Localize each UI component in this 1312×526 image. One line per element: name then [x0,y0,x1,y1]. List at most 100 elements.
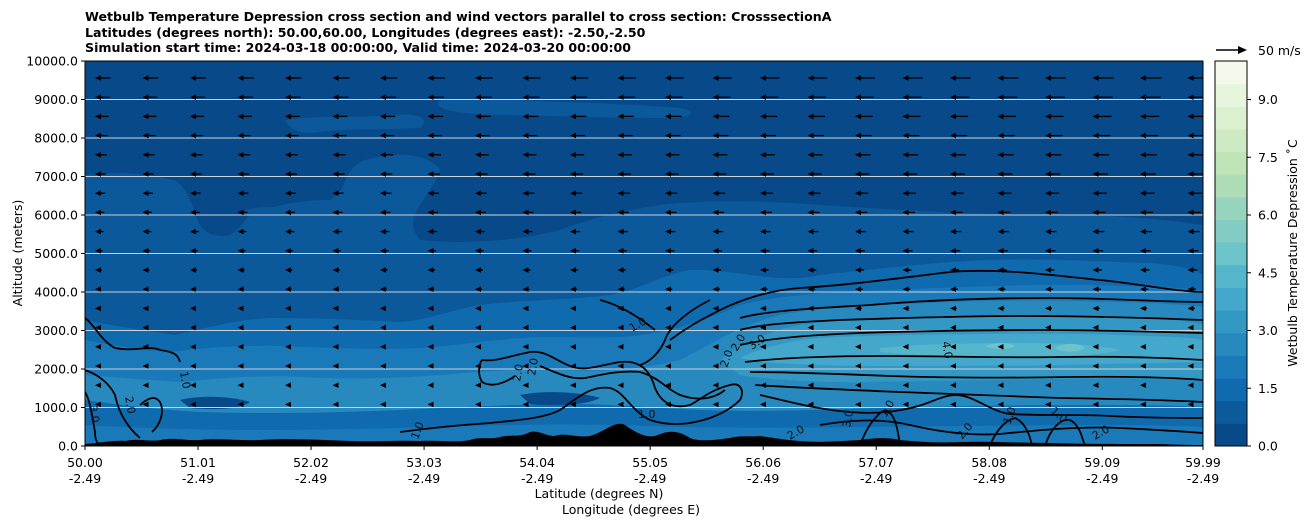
contour-label: 4.0 [939,340,955,359]
wind-vector [95,209,105,216]
wind-vector-head [570,209,576,216]
x-tick-label-lon: -2.49 [973,471,1005,486]
wind-vector-head [380,401,386,408]
wind-vector [190,152,203,158]
wind-vector [475,305,481,312]
wind-vector-head [950,324,956,331]
wind-vector-head [522,305,529,312]
wind-vector-head [760,171,766,177]
wind-vector [522,228,533,235]
wind-vector-head [712,113,719,120]
wind-vector-head [950,344,956,350]
contour-label: 1.0 [638,408,656,421]
wind-vector [902,94,922,100]
wind-vector [427,171,441,177]
wind-vector-head [617,344,624,350]
wind-vector-head [1187,113,1194,120]
wind-vector [902,190,916,196]
wind-vector-head [285,228,291,235]
wind-vector [1092,132,1111,139]
wind-vector [237,132,251,139]
wind-vector [760,344,766,350]
wind-vector-head [380,113,386,120]
wind-vector-head [807,382,814,388]
wind-vector-head [285,305,291,312]
wind-vector-head [522,132,529,139]
wind-vector [855,132,872,139]
wind-vector [902,382,909,388]
wind-vector-head [1187,228,1194,235]
wind-vector-head [997,152,1004,158]
wind-vector [760,75,780,81]
wind-vector-head [95,228,101,235]
wind-vector [1187,248,1199,254]
wind-vector-head [665,132,671,139]
wind-vector [570,228,581,235]
wind-vector-head [617,171,624,177]
wind-vector [1092,267,1102,273]
contour-line-north-cells [859,409,1086,446]
x-tick-label-lat: 55.05 [632,455,668,470]
wind-vector [1045,75,1067,81]
wind-vector-head [190,324,196,331]
wind-vector-head [1187,401,1194,408]
wind-vector-head [665,152,671,158]
wind-vector [285,209,296,216]
wind-vector-head [237,248,244,254]
wind-vector [285,132,299,139]
wind-vector-head [522,209,529,216]
wind-vector [237,113,252,120]
wind-vector [95,132,108,139]
wind-vector-head [760,363,766,369]
contour-line-central-3 [739,315,1203,331]
wind-vector [665,248,675,254]
wind-vector-head [332,171,339,177]
wind-vector-head [522,324,529,331]
wind-vector [332,248,341,254]
wind-vector-head [475,267,481,273]
wind-vector [760,248,770,254]
wind-vector [285,94,301,100]
wind-vector-head [142,171,149,177]
wind-vector-head [190,113,196,120]
wind-vector-head [1092,344,1099,350]
wind-vector-head [617,363,624,369]
wind-vector-head [902,209,909,216]
wind-vector [142,344,149,350]
wind-vector [1092,209,1106,216]
wind-vector-head [190,94,196,100]
y-tick-label: 10000.0 [26,54,78,69]
contour-fill-mid-8 [1055,343,1085,352]
wind-vector [95,344,101,350]
wind-vector-head [950,94,956,100]
wind-vector [1092,113,1112,120]
wind-vector-head [1187,382,1194,388]
x-tick-label-lon: -2.49 [69,471,101,486]
wind-vector [807,113,825,120]
wind-vector [1187,132,1203,139]
contour-label: 2.0 [510,363,526,382]
wind-vector-head [617,132,624,139]
wind-vector-head [142,267,149,273]
wind-vector-head [427,305,434,312]
wind-vector [665,401,671,408]
wind-vector-head [855,286,861,292]
wind-vector-head [95,75,101,81]
wind-vector [142,75,159,81]
wind-vector [427,152,441,158]
wind-vector [997,363,1004,369]
wind-vector [1045,190,1060,196]
wind-vector-head [380,132,386,139]
wind-vector [570,75,589,81]
wind-vector [1092,363,1099,369]
wind-vector [475,382,481,388]
title-line-2: Latitudes (degrees north): 50.00,60.00, … [85,24,646,40]
wind-vector-head [1045,171,1051,177]
wind-vector [1045,344,1051,350]
wind-vector-head [142,401,149,408]
wind-vector-head [997,382,1004,388]
wind-vector-head [712,344,719,350]
x-tick-label-lat: 53.03 [406,455,442,470]
wind-vector-head [855,382,861,388]
wind-vector [380,228,390,235]
